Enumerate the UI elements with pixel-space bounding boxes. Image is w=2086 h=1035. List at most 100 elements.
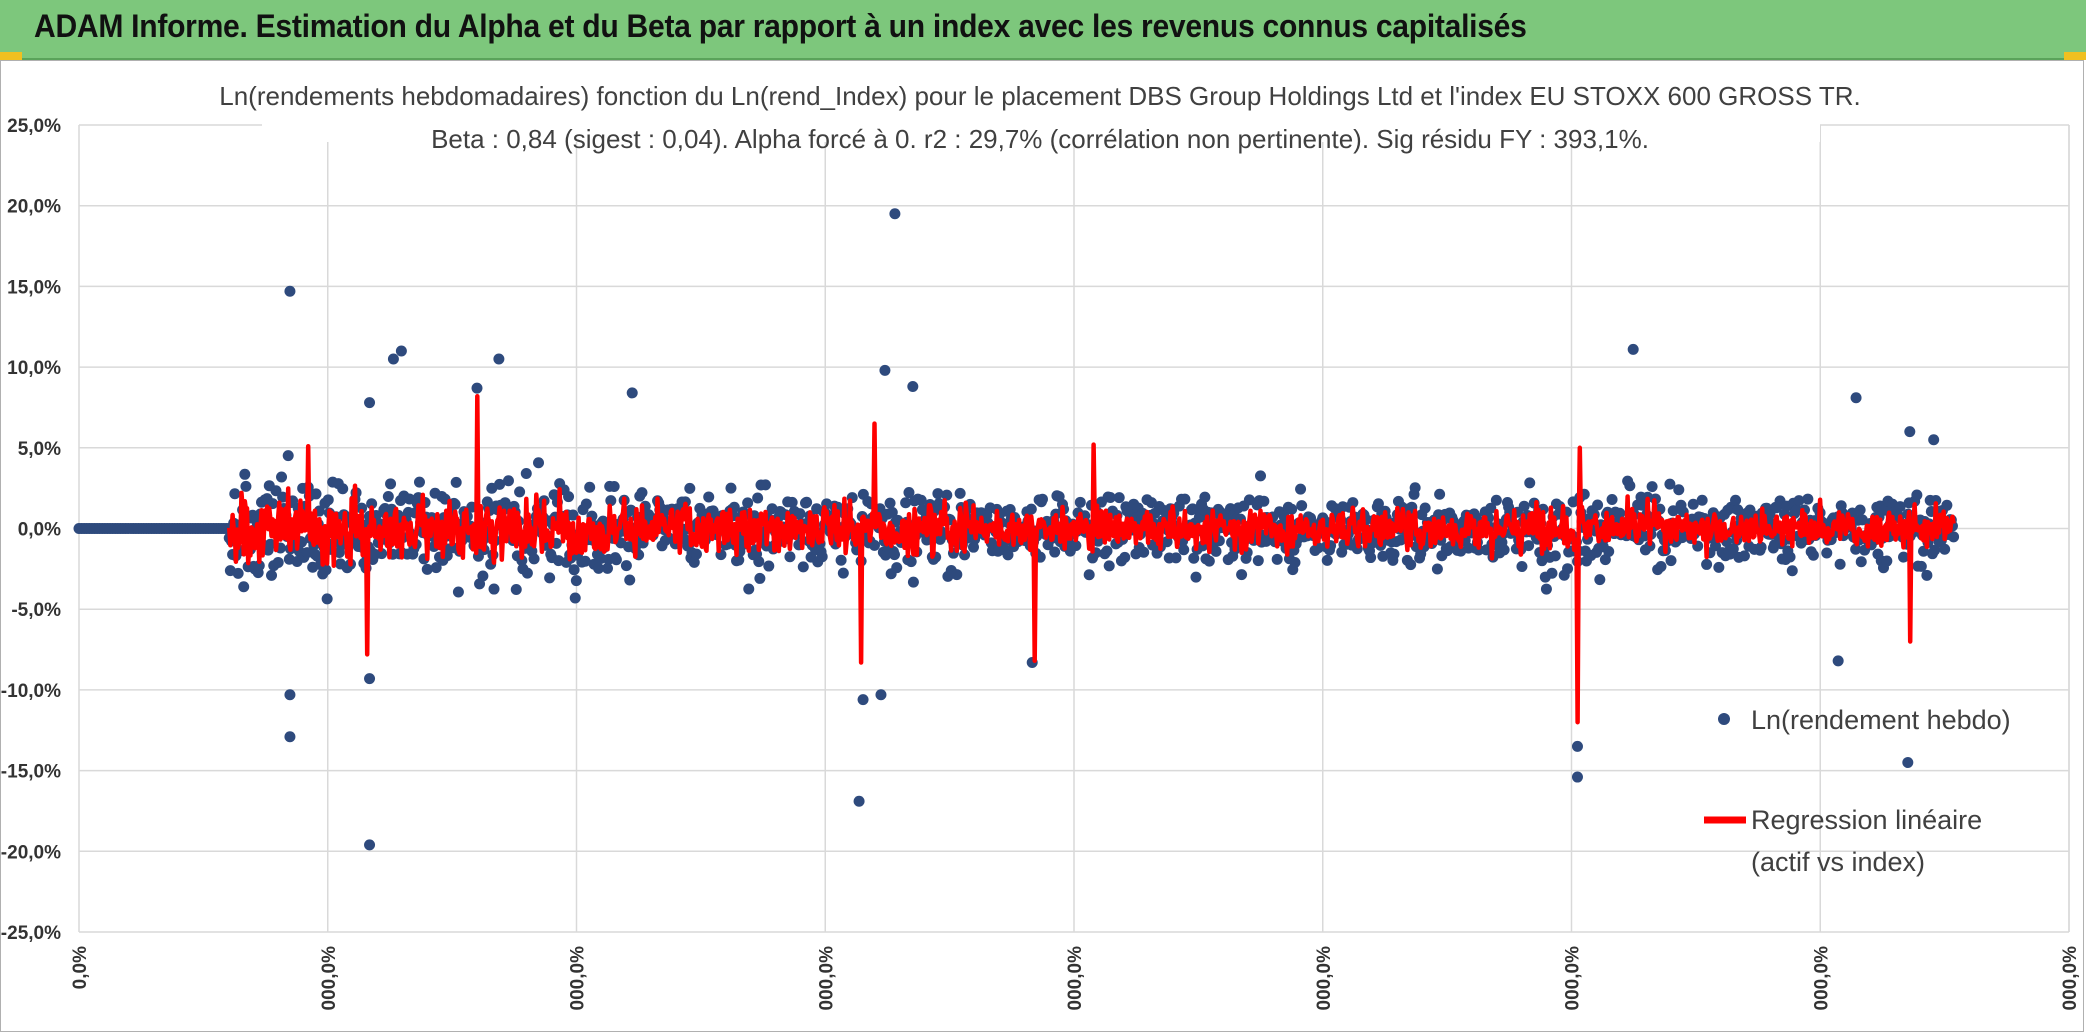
data-point	[905, 556, 917, 568]
data-point	[1286, 503, 1298, 515]
data-point	[951, 569, 963, 581]
data-point	[310, 488, 322, 500]
data-point	[1252, 555, 1264, 567]
outlier-point	[1832, 655, 1844, 667]
data-point	[1921, 569, 1933, 581]
data-point	[430, 562, 442, 574]
outlier-point	[387, 353, 399, 365]
report-banner: ADAM Informe. Estimation du Alpha et du …	[0, 0, 2086, 60]
outlier-point	[395, 345, 407, 357]
outlier-point	[879, 364, 891, 376]
data-point	[276, 471, 288, 483]
outlier-point	[1571, 771, 1583, 783]
chart-subtitle: Beta : 0,84 (sigest : 0,04). Alpha forcé…	[431, 124, 1649, 154]
data-point	[337, 483, 349, 495]
data-point	[1203, 555, 1215, 567]
data-point	[1101, 545, 1113, 557]
data-point	[516, 554, 528, 566]
data-point	[1498, 544, 1510, 556]
data-point	[742, 497, 754, 509]
data-point	[1188, 552, 1200, 564]
data-point	[743, 583, 755, 595]
outlier-point	[1904, 426, 1916, 438]
data-point	[421, 563, 433, 575]
data-point	[1821, 547, 1833, 559]
data-point	[1271, 553, 1283, 565]
y-tick-label: 20,0%	[7, 197, 61, 218]
data-point	[884, 497, 896, 509]
data-point	[579, 555, 591, 567]
data-point	[321, 593, 333, 605]
data-point	[1405, 559, 1417, 571]
data-point	[690, 548, 702, 560]
outlier-point	[1627, 343, 1639, 355]
data-point	[488, 583, 500, 595]
data-point	[837, 567, 849, 579]
data-point	[636, 487, 648, 499]
y-tick-label: -25,0%	[1, 923, 61, 944]
data-point	[915, 494, 927, 506]
y-tick-label: 0,0%	[18, 520, 61, 541]
data-point	[322, 494, 334, 506]
data-point	[753, 556, 765, 568]
data-point	[272, 556, 284, 568]
data-point	[1665, 555, 1677, 567]
data-point	[763, 560, 775, 572]
data-point	[366, 498, 378, 510]
data-point	[477, 570, 489, 582]
data-point	[277, 491, 289, 503]
corner-marker-right	[2064, 52, 2086, 60]
data-point	[891, 562, 903, 574]
x-tick-label: 000,0%	[2060, 946, 2081, 1011]
data-point	[570, 575, 582, 587]
data-point	[752, 492, 764, 504]
data-point	[1490, 494, 1502, 506]
data-point	[544, 572, 556, 584]
data-point	[921, 534, 933, 546]
data-point	[521, 567, 533, 579]
outlier-point	[626, 387, 638, 399]
outlier-point	[284, 285, 296, 297]
data-point	[941, 489, 953, 501]
outlier-point	[284, 731, 296, 743]
corner-marker-left	[0, 52, 22, 60]
data-point	[1549, 550, 1561, 562]
scatter-chart: 25,0% 20,0% 15,0% 10,0% 5,0% 0,0% -5,0% -10,0% -…	[1, 72, 2081, 1011]
data-point	[1434, 488, 1446, 500]
data-point	[1834, 558, 1846, 570]
data-point	[1941, 499, 1953, 511]
data-point	[232, 567, 244, 579]
data-point	[1255, 470, 1267, 482]
data-point	[1516, 561, 1528, 573]
outlier-point	[1571, 740, 1583, 752]
data-point	[1113, 492, 1125, 504]
data-point	[584, 481, 596, 493]
outlier-point	[471, 382, 483, 394]
data-point	[784, 551, 796, 563]
data-point	[1592, 499, 1604, 511]
legend-label-points: Ln(rendement hebdo)	[1751, 705, 2011, 735]
data-point	[1190, 571, 1202, 583]
outlier-point	[1902, 757, 1914, 769]
data-point	[868, 539, 880, 551]
data-point	[385, 478, 397, 490]
outlier-point	[1850, 392, 1862, 404]
data-point	[1855, 556, 1867, 568]
legend-marker-points	[1718, 713, 1730, 725]
data-point	[1365, 552, 1377, 564]
data-point	[703, 491, 715, 503]
data-point	[264, 538, 276, 550]
data-point	[1624, 480, 1636, 492]
data-point	[1002, 549, 1014, 561]
data-point	[356, 502, 368, 514]
data-point	[510, 584, 522, 596]
outlier-point	[364, 839, 376, 851]
y-tick-label: 15,0%	[7, 277, 61, 298]
data-point	[1730, 494, 1742, 506]
outlier-point	[284, 689, 296, 701]
outlier-point	[875, 689, 887, 701]
data-point	[797, 561, 809, 573]
data-point	[1409, 482, 1421, 494]
data-point	[684, 482, 696, 494]
chart-container: 25,0% 20,0% 15,0% 10,0% 5,0% 0,0% -5,0% -10,0% -…	[0, 60, 2086, 1035]
